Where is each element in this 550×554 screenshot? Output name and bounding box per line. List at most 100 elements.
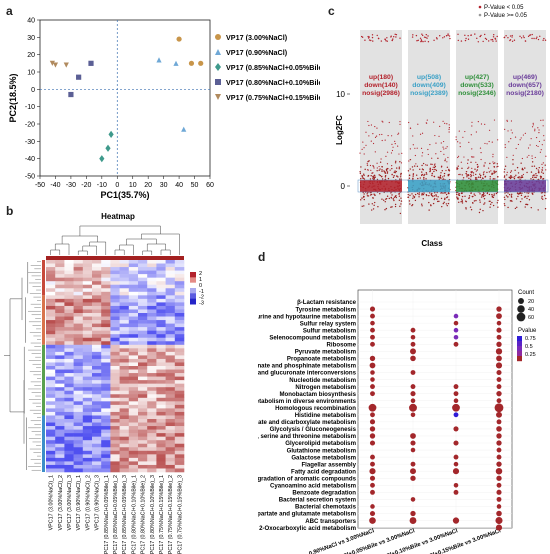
kegg-bubble (453, 313, 459, 319)
deg-sig-point (510, 196, 513, 198)
deg-scatter-point (542, 162, 544, 164)
heatmap-cell (138, 344, 148, 349)
heatmap-cell (92, 397, 102, 402)
heatmap-cell (138, 284, 148, 289)
heatmap-cell (55, 302, 65, 307)
deg-scatter-point (363, 153, 365, 155)
deg-sig-point (374, 176, 376, 179)
heatmap-cell (174, 351, 185, 356)
heatmap-cell (147, 419, 157, 423)
heatmap-cell (138, 263, 148, 268)
deg-scatter-point (534, 130, 536, 132)
deg-scatter-point (390, 152, 393, 154)
deg-sig-point (517, 195, 519, 198)
heatmap-cell (64, 376, 74, 381)
heatmap-cell (165, 401, 176, 406)
heatmap-cell (64, 411, 74, 416)
deg-sig-point (393, 199, 395, 202)
heatmap-cell (110, 348, 120, 353)
heatmap-cell (128, 274, 139, 278)
heatmap-cell (119, 376, 130, 381)
deg-sig-point (526, 192, 528, 194)
pca-x-axis-label: PC1(35.7%) (100, 190, 149, 200)
deg-scatter-point (531, 157, 533, 160)
deg-sig-point (379, 174, 382, 177)
deg-scatter-point (401, 152, 403, 154)
heatmap-cell (73, 298, 84, 303)
deg-sig-point (443, 175, 446, 177)
deg-sig-point (538, 170, 540, 172)
deg-sig-point (468, 177, 470, 180)
deg-sig-point (381, 175, 383, 178)
deg-sig-point (492, 204, 495, 207)
heatmap-cell (73, 397, 84, 402)
heatmap-cell (46, 277, 56, 282)
deg-scatter-point (426, 119, 428, 121)
heatmap-cell (46, 457, 56, 462)
heatmap-cell (73, 390, 84, 395)
heatmap-cell (119, 298, 130, 303)
deg-sig-point (484, 176, 486, 178)
heatmap-cell (101, 457, 111, 462)
deg-scatter-point (373, 167, 375, 169)
heatmap-cell (46, 369, 56, 374)
heatmap-cell (101, 260, 111, 264)
deg-sig-point (479, 208, 481, 211)
heatmap-cell (156, 284, 166, 289)
deg-sig-point (387, 177, 390, 180)
kegg-pathway-label: Pyruvate metabolism (295, 349, 357, 356)
heatmap-cell (101, 387, 111, 392)
heatmap-cell (156, 263, 166, 268)
deg-scatter-point (415, 163, 417, 165)
deg-sig-point (479, 199, 481, 201)
heatmap-cell (64, 313, 74, 317)
deg-scatter-point (490, 170, 492, 172)
heatmap-cell (128, 411, 139, 416)
pca-point (63, 62, 69, 68)
heatmap-cell (64, 260, 74, 264)
heatmap-cell (174, 464, 185, 469)
heatmap-cell (165, 443, 176, 448)
heatmap-column-dendrogram-branch (160, 249, 171, 255)
deg-scatter-point (435, 142, 437, 144)
heatmap-cell (174, 362, 185, 367)
heatmap-cell (156, 450, 166, 455)
kegg-bubble (370, 384, 375, 390)
kegg-pathway-label: Cyanoamino acid metabolism (270, 483, 357, 490)
deg-sig-point (437, 176, 440, 178)
heatmap-cell (156, 390, 166, 395)
deg-scatter-point (387, 135, 389, 137)
deg-scatter-point (491, 141, 493, 143)
heatmap-cell (174, 468, 185, 473)
heatmap-cell (138, 323, 148, 328)
deg-top-point (371, 34, 374, 36)
heatmap-cell (110, 334, 120, 339)
kegg-bubble (370, 334, 375, 340)
heatmap-cell (92, 394, 102, 399)
heatmap-cell (46, 281, 56, 286)
heatmap-cell (147, 429, 157, 434)
deg-sig-point (398, 195, 401, 197)
heatmap-cell (110, 284, 120, 289)
heatmap-cell (46, 284, 56, 289)
heatmap-cell (101, 291, 111, 296)
heatmap-cell (92, 450, 102, 455)
deg-sig-point (381, 165, 383, 168)
deg-scatter-point (444, 122, 446, 124)
deg-scatter-point (457, 155, 460, 157)
heatmap-cell (174, 320, 185, 324)
deg-sig-point (430, 204, 432, 207)
deg-top-point (367, 35, 369, 38)
heatmap-cell (138, 376, 148, 381)
deg-scatter-point (435, 168, 437, 171)
heatmap-cell (119, 394, 130, 399)
kegg-bubble (370, 489, 375, 495)
heatmap-cell (92, 404, 102, 409)
kegg-bubble (496, 433, 502, 439)
deg-top-point (511, 36, 513, 38)
deg-sig-point (474, 168, 476, 170)
deg-sig-point (544, 164, 546, 166)
heatmap-cell (156, 457, 166, 462)
heatmap-cell (73, 401, 84, 406)
heatmap-cell (82, 295, 93, 300)
